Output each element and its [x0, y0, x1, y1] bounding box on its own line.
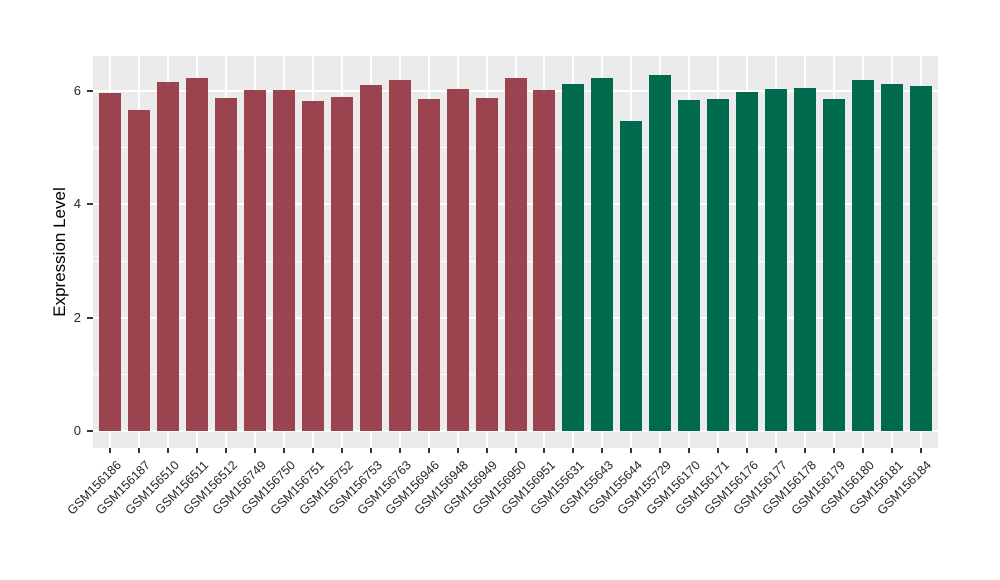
x-tick-mark	[311, 448, 314, 453]
x-tick-mark	[890, 448, 893, 453]
x-tick-mark	[861, 448, 864, 453]
bar	[128, 109, 151, 431]
y-tick-mark	[87, 203, 93, 206]
bar	[272, 89, 295, 431]
bar	[909, 85, 932, 431]
x-tick-mark	[456, 448, 459, 453]
bar	[533, 89, 556, 431]
x-tick-mark	[398, 448, 401, 453]
bar	[851, 80, 874, 431]
bar	[764, 89, 787, 431]
bar	[880, 84, 903, 431]
x-tick-mark	[630, 448, 633, 453]
x-tick-mark	[427, 448, 430, 453]
bar	[359, 85, 382, 431]
bar	[388, 80, 411, 431]
x-tick-mark	[688, 448, 691, 453]
x-tick-mark	[832, 448, 835, 453]
x-tick-mark	[572, 448, 575, 453]
bar	[504, 77, 527, 431]
x-tick-mark	[138, 448, 141, 453]
x-tick-mark	[919, 448, 922, 453]
x-tick-mark	[225, 448, 228, 453]
bar	[620, 121, 643, 431]
x-tick-mark	[774, 448, 777, 453]
plot-panel	[93, 56, 938, 448]
x-tick-mark	[109, 448, 112, 453]
bar	[822, 98, 845, 431]
x-tick-mark	[543, 448, 546, 453]
y-tick-label: 4	[73, 196, 81, 212]
y-tick-mark	[87, 90, 93, 92]
x-tick-mark	[254, 448, 257, 453]
y-tick-label: 2	[73, 309, 81, 325]
bar	[707, 98, 730, 431]
y-tick-label: 6	[73, 83, 81, 98]
x-tick-mark	[196, 448, 199, 453]
bar	[678, 100, 701, 431]
x-tick-mark	[282, 448, 285, 453]
bar	[793, 88, 816, 431]
bar	[736, 92, 758, 431]
x-tick-mark	[369, 448, 372, 453]
bar	[649, 75, 672, 431]
x-tick-mark	[659, 448, 662, 453]
y-tick-label: 0	[73, 423, 81, 438]
y-tick-mark	[87, 430, 93, 432]
bar	[99, 92, 122, 431]
bar	[417, 98, 440, 431]
x-tick-mark	[340, 448, 343, 453]
bar	[562, 84, 585, 431]
bar	[446, 89, 469, 431]
y-tick-mark	[87, 316, 93, 319]
x-tick-mark	[167, 448, 170, 453]
bar	[157, 81, 180, 431]
bar	[475, 97, 498, 431]
bar	[330, 96, 353, 431]
x-tick-mark	[746, 448, 748, 453]
x-tick-mark	[514, 448, 517, 453]
x-tick-mark	[485, 448, 488, 453]
x-tick-mark	[717, 448, 720, 453]
bar	[301, 101, 324, 431]
bar	[244, 89, 267, 431]
bar	[215, 97, 238, 431]
x-tick-mark	[601, 448, 604, 453]
bar	[186, 77, 209, 431]
bar	[591, 77, 614, 431]
x-tick-mark	[803, 448, 806, 453]
